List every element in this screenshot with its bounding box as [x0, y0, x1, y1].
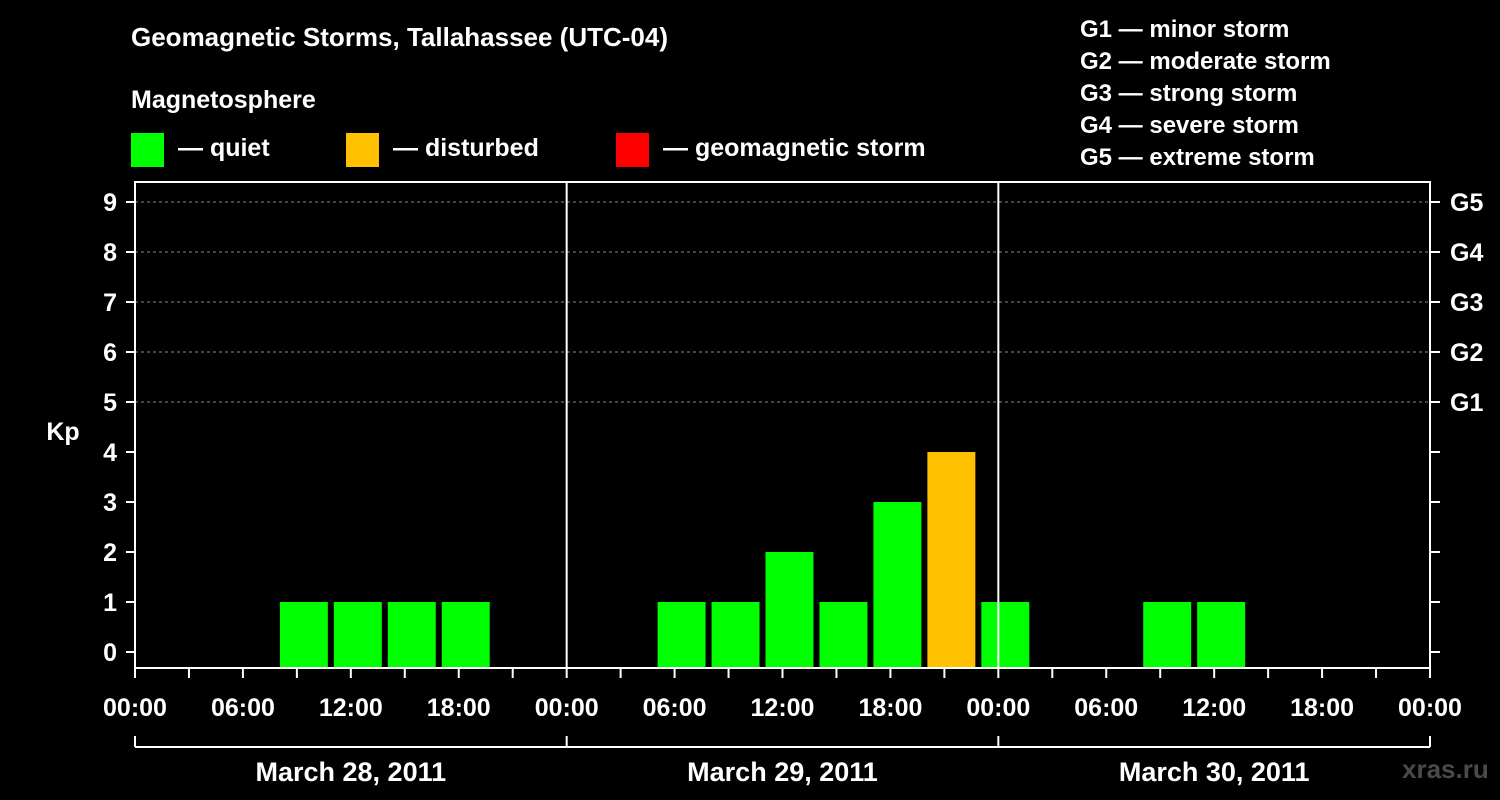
g-scale-item-g3: G3 — strong storm [1080, 80, 1298, 107]
y-axis-label: Kp [46, 418, 79, 446]
bar-0 [279, 602, 328, 668]
right-tick-label-g4: G4 [1450, 239, 1483, 267]
legend-label-quiet: — quiet [178, 134, 270, 162]
bar-12 [1197, 602, 1246, 668]
y-tick-label-3: 3 [103, 489, 117, 517]
right-tick-label-g1: G1 [1450, 389, 1483, 417]
right-tick-label-g2: G2 [1450, 339, 1483, 367]
x-tick-label-0: 00:00 [103, 694, 167, 722]
chart-title: Geomagnetic Storms, Tallahassee (UTC-04) [131, 22, 669, 52]
magnetosphere-legend-title: Magnetosphere [131, 86, 316, 114]
legend-swatch-storm [616, 133, 649, 167]
g-scale-item-g5: G5 — extreme storm [1080, 144, 1315, 171]
bar-10 [981, 602, 1030, 668]
x-tick-label-3: 18:00 [427, 694, 491, 722]
y-tick-label-2: 2 [103, 539, 117, 567]
x-tick-label-9: 06:00 [1074, 694, 1138, 722]
bar-1 [333, 602, 382, 668]
x-tick-label-1: 06:00 [211, 694, 275, 722]
y-tick-label-9: 9 [103, 189, 117, 217]
bar-7 [819, 602, 868, 668]
y-tick-label-1: 1 [103, 589, 117, 617]
y-tick-label-0: 0 [103, 639, 117, 667]
y-tick-label-8: 8 [103, 239, 117, 267]
x-tick-label-10: 12:00 [1182, 694, 1246, 722]
legend-label-disturbed: — disturbed [393, 134, 539, 162]
legend-swatch-quiet [131, 133, 164, 167]
x-tick-label-5: 06:00 [643, 694, 707, 722]
right-tick-label-g3: G3 [1450, 289, 1483, 317]
x-tick-label-8: 00:00 [966, 694, 1030, 722]
g-scale-item-g1: G1 — minor storm [1080, 16, 1290, 43]
y-tick-label-5: 5 [103, 389, 117, 417]
x-tick-label-2: 12:00 [319, 694, 383, 722]
legend-label-storm: — geomagnetic storm [663, 134, 926, 162]
x-tick-label-11: 18:00 [1290, 694, 1354, 722]
g-scale-item-g2: G2 — moderate storm [1080, 48, 1331, 75]
bar-9 [927, 452, 976, 668]
y-tick-label-7: 7 [103, 289, 117, 317]
day-label-2: March 30, 2011 [1119, 757, 1310, 787]
bar-4 [657, 602, 706, 668]
bar-2 [387, 602, 436, 668]
bar-6 [765, 552, 814, 668]
x-tick-label-4: 00:00 [535, 694, 599, 722]
g-scale-item-g4: G4 — severe storm [1080, 112, 1299, 139]
y-tick-label-6: 6 [103, 339, 117, 367]
x-tick-label-12: 00:00 [1398, 694, 1462, 722]
x-tick-label-6: 12:00 [751, 694, 815, 722]
right-tick-label-g5: G5 [1450, 189, 1483, 217]
bar-3 [441, 602, 490, 668]
g-scale-legend: G1 — minor storm G2 — moderate storm G3 … [1080, 14, 1331, 174]
y-tick-label-4: 4 [103, 439, 117, 467]
bar-8 [873, 502, 922, 668]
bar-11 [1143, 602, 1192, 668]
watermark: xras.ru [1402, 754, 1489, 784]
day-label-0: March 28, 2011 [256, 757, 447, 787]
day-label-1: March 29, 2011 [687, 757, 878, 787]
legend-swatch-disturbed [346, 133, 379, 167]
x-tick-label-7: 18:00 [858, 694, 922, 722]
bar-5 [711, 602, 760, 668]
